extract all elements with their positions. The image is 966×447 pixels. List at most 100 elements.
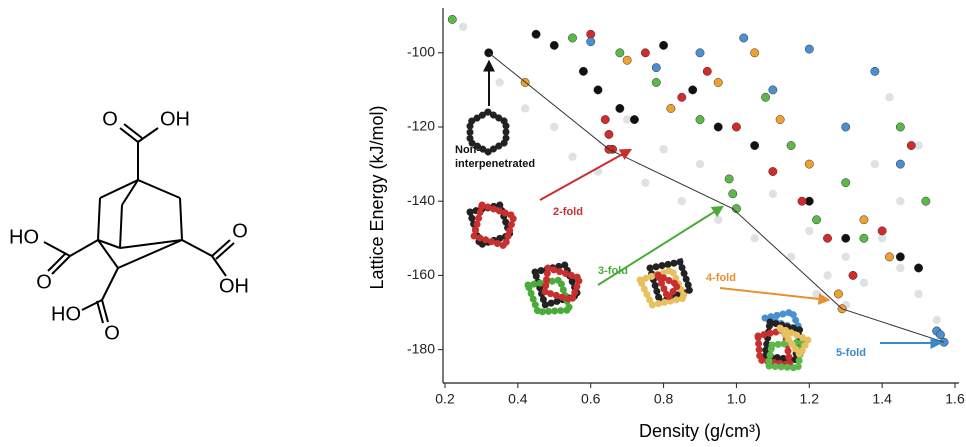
arrow <box>539 148 633 201</box>
x-tick-label: 1.2 <box>800 391 820 407</box>
point <box>870 159 880 169</box>
point <box>895 159 905 169</box>
point <box>651 63 661 73</box>
point <box>640 48 650 58</box>
point <box>775 115 785 125</box>
point <box>550 122 559 132</box>
y-tick-label: -180 <box>407 340 435 356</box>
point <box>615 104 625 113</box>
point <box>906 141 916 151</box>
structure-icon <box>769 319 813 362</box>
point <box>713 122 723 132</box>
point <box>568 33 577 43</box>
point <box>750 48 760 58</box>
x-tick-label: 0.4 <box>508 391 528 407</box>
annotation: 2-fold <box>553 206 583 218</box>
point <box>761 92 771 102</box>
atom-label: HO <box>9 226 39 248</box>
point <box>895 252 905 262</box>
point <box>812 215 822 225</box>
point <box>695 48 705 58</box>
structure-icon <box>650 267 684 305</box>
point <box>804 44 814 54</box>
point <box>797 196 807 206</box>
arrow <box>597 205 725 286</box>
landscape-line <box>488 52 945 343</box>
annotation: Non- <box>455 144 480 156</box>
point <box>823 271 832 280</box>
point <box>833 289 843 299</box>
point <box>841 178 851 188</box>
point <box>739 33 749 43</box>
point <box>935 330 945 340</box>
point <box>641 178 650 187</box>
point <box>531 29 541 39</box>
point <box>695 115 705 125</box>
point <box>688 85 698 95</box>
point <box>848 270 858 280</box>
point <box>786 141 796 151</box>
x-tick-label: 0.8 <box>654 391 674 407</box>
atom-label: HO <box>51 303 81 325</box>
x-tick-label: 1.0 <box>727 391 747 407</box>
point <box>859 278 869 288</box>
atom-label: O <box>232 220 248 242</box>
atom-label: OH <box>160 108 190 130</box>
point <box>666 104 676 113</box>
point <box>659 145 668 154</box>
x-tick-label: 0.6 <box>581 391 601 407</box>
structure-icon <box>645 257 695 307</box>
point <box>651 78 661 87</box>
point <box>568 152 577 161</box>
structure-icon <box>541 263 585 305</box>
point <box>841 252 850 262</box>
point <box>812 289 821 299</box>
point <box>841 122 851 132</box>
point <box>615 48 625 58</box>
point <box>895 122 905 132</box>
point <box>870 66 880 76</box>
x-tick-label: 1.4 <box>872 391 892 407</box>
point <box>520 104 530 113</box>
point <box>731 122 741 132</box>
point <box>859 233 869 243</box>
point <box>724 174 734 184</box>
point <box>622 115 632 124</box>
point <box>677 197 686 206</box>
annotation: 5-fold <box>836 347 866 359</box>
arrow <box>719 287 831 305</box>
point <box>841 233 851 243</box>
point <box>804 159 814 169</box>
point <box>702 66 712 76</box>
point <box>604 129 614 139</box>
point <box>714 215 723 224</box>
structure-icon <box>469 200 519 251</box>
point <box>495 78 504 87</box>
structure-icon <box>761 317 804 364</box>
point <box>859 215 869 225</box>
point <box>885 93 894 102</box>
atom-label: O <box>102 108 118 130</box>
point <box>786 252 796 262</box>
y-axis-label: Lattice Energy (kJ/mol) <box>367 105 387 289</box>
point <box>768 189 778 198</box>
point <box>884 252 894 262</box>
point <box>600 115 610 125</box>
point <box>695 159 705 169</box>
point <box>877 234 887 243</box>
point <box>914 289 923 299</box>
point <box>586 29 596 39</box>
point <box>629 115 639 125</box>
atom-label: O <box>104 322 120 344</box>
point <box>921 196 931 206</box>
atom-label: O <box>36 271 52 293</box>
point <box>805 226 814 236</box>
point <box>622 55 632 65</box>
point <box>896 263 905 273</box>
point <box>593 85 603 95</box>
point <box>578 66 588 76</box>
structure-icon <box>466 107 510 157</box>
point <box>914 263 924 273</box>
point <box>823 233 832 243</box>
